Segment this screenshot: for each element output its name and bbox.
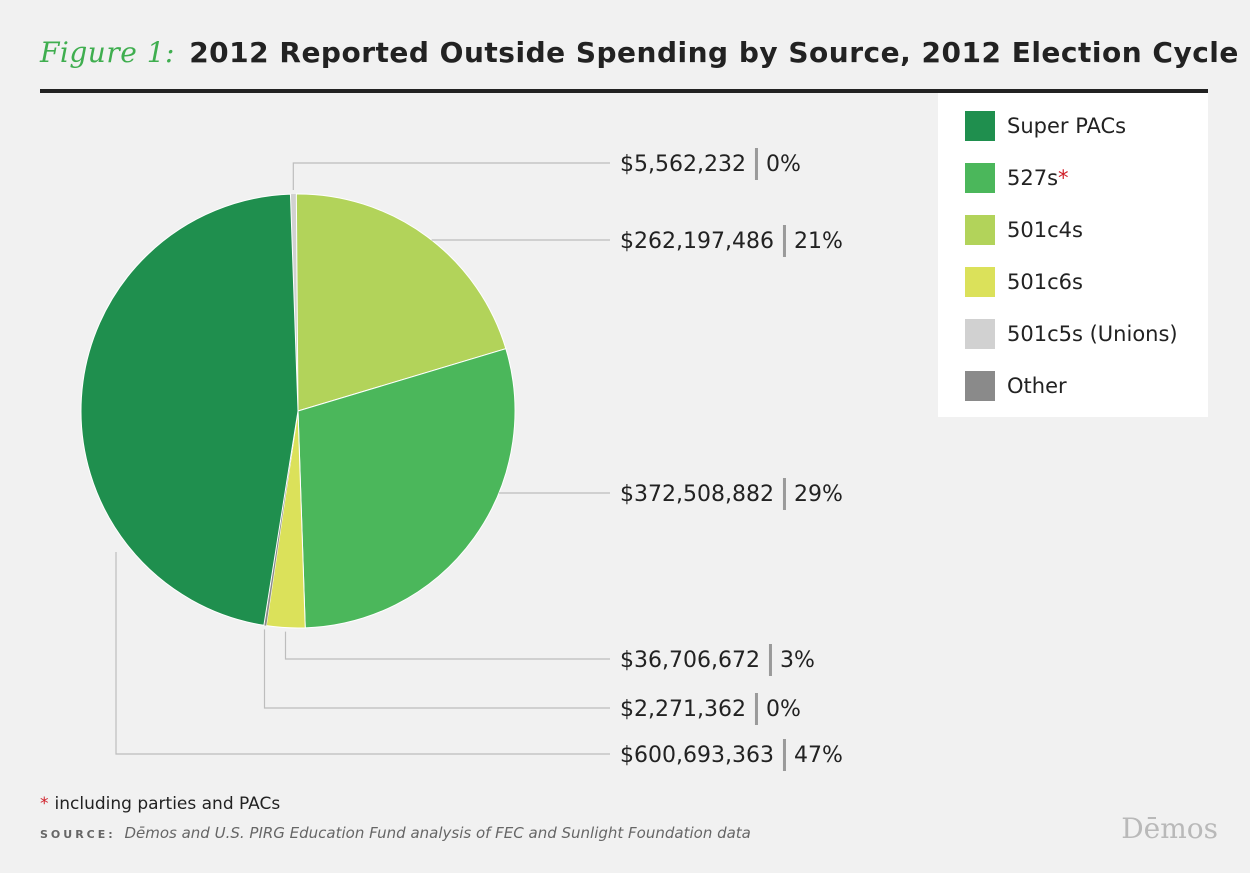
legend-swatch [965,215,995,245]
slice-amount-label: $262,197,486 [620,229,774,254]
legend-label: 501c4s [1007,218,1083,242]
pie-slice-501c4s [295,193,507,412]
leader-line [263,629,610,709]
label-separator [782,739,786,771]
legend-label: 501c6s [1007,270,1083,294]
legend-label: 527s [1007,166,1059,190]
pie-slice-super-pacs [80,193,299,626]
figure-label: Figure 1: [40,36,175,69]
footnote-text: including parties and PACs [54,794,281,814]
leader-line [115,552,610,755]
slice-percent-label: 29% [794,482,843,507]
legend-swatch [965,111,995,141]
label-separator [754,693,758,725]
title-text: 2012 Reported Outside Spending by Source… [189,36,1239,69]
slice-amount-label: $5,562,232 [620,152,746,177]
legend-item-super-pacs: Super PACs [965,111,1126,141]
legend-item-501c5s: 501c5s (Unions) [965,319,1178,349]
source-note: SOURCE: Dēmos and U.S. PIRG Education Fu… [40,824,751,842]
page-title: Figure 1: 2012 Reported Outside Spending… [40,36,1239,69]
source-text: Dēmos and U.S. PIRG Education Fund analy… [124,824,751,842]
legend-swatch [965,371,995,401]
legend-item-501c6s: 501c6s [965,267,1083,297]
slice-percent-label: 21% [794,229,843,254]
legend-label: 501c5s (Unions) [1007,322,1178,346]
legend-item-501c4s: 501c4s [965,215,1083,245]
slice-percent-label: 3% [780,648,815,673]
slice-amount-label: $2,271,362 [620,697,746,722]
legend-swatch [965,163,995,193]
leader-line [284,631,610,660]
title-rule [40,89,1208,93]
legend-swatch [965,267,995,297]
footnote: * including parties and PACs [40,794,280,814]
label-separator [754,148,758,180]
slice-percent-label: 0% [766,152,801,177]
slice-percent-label: 47% [794,743,843,768]
source-label: SOURCE: [40,828,116,841]
legend-swatch [965,319,995,349]
brand-logo: Dēmos [1121,812,1218,845]
label-separator [782,225,786,257]
pie-slice-501c6s [265,410,306,629]
asterisk-mark: * [40,794,49,814]
leader-line [292,162,610,190]
legend-item-other: Other [965,371,1067,401]
asterisk-mark: * [1058,166,1069,190]
slice-amount-label: $372,508,882 [620,482,774,507]
label-separator [768,644,772,676]
slice-amount-label: $600,693,363 [620,743,774,768]
legend-item-527s: 527s* [965,163,1069,193]
label-separator [782,478,786,510]
slice-amount-label: $36,706,672 [620,648,760,673]
legend-label: Super PACs [1007,114,1127,138]
pie-slice-527s [297,348,516,629]
legend-label: Other [1007,374,1067,398]
legend: Super PACs 527s* 501c4s 501c6s 501c5s (U… [938,93,1208,417]
slice-percent-label: 0% [766,697,801,722]
